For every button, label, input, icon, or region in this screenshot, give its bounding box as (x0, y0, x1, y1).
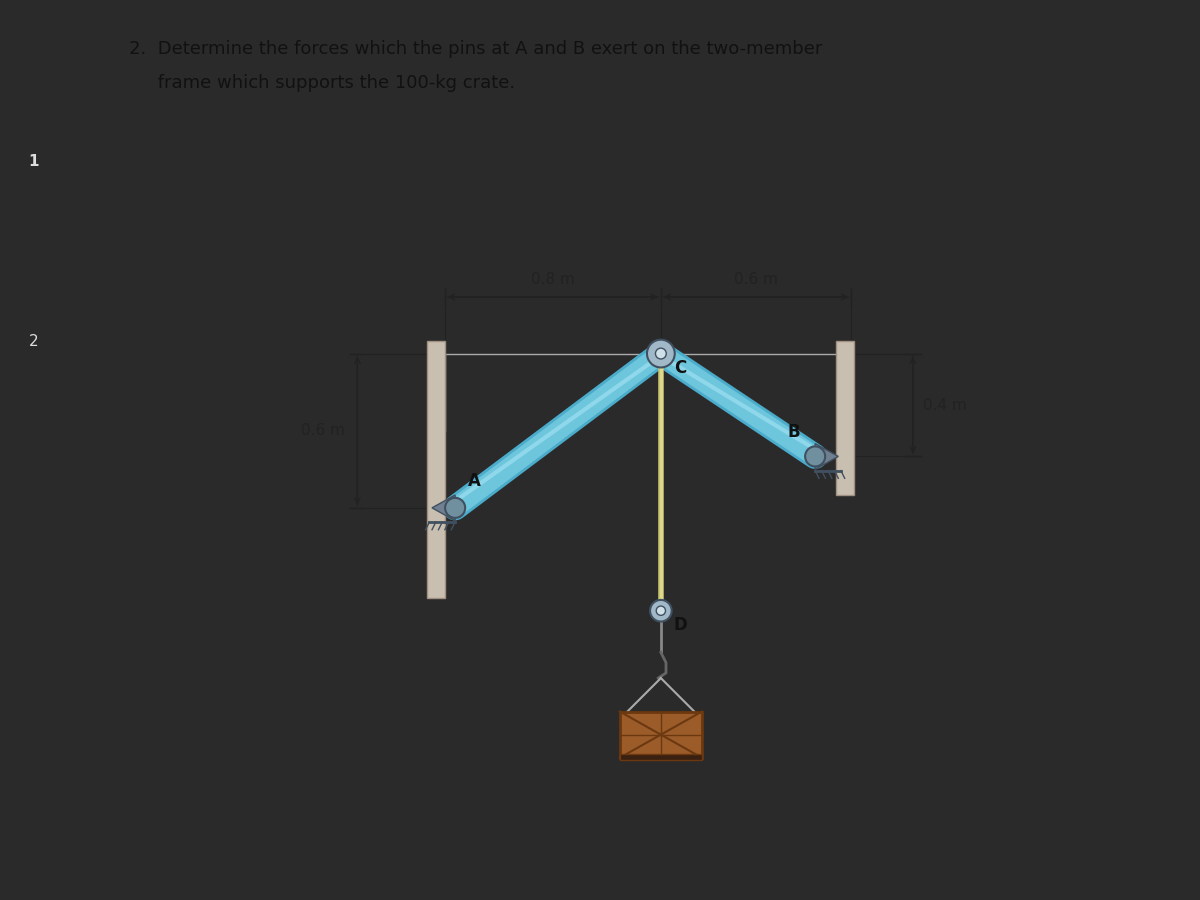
Circle shape (647, 339, 674, 367)
Text: B: B (787, 423, 799, 441)
Bar (835, 341, 853, 495)
Bar (619, 712, 702, 758)
Text: 2.  Determine the forces which the pins at A and B exert on the two-member: 2. Determine the forces which the pins a… (130, 40, 822, 58)
Text: 0.4 m: 0.4 m (923, 398, 967, 412)
Text: D: D (673, 616, 688, 634)
Circle shape (650, 600, 672, 622)
Text: 0.8 m: 0.8 m (530, 272, 575, 287)
Text: 2: 2 (29, 335, 38, 349)
Text: 0.6 m: 0.6 m (300, 423, 344, 438)
Circle shape (805, 446, 826, 466)
Bar (619, 754, 702, 760)
Text: 0.6 m: 0.6 m (734, 272, 778, 287)
Circle shape (655, 348, 666, 359)
Circle shape (656, 606, 666, 616)
Circle shape (445, 498, 466, 518)
Polygon shape (432, 495, 455, 521)
Bar (427, 341, 445, 598)
Polygon shape (815, 444, 839, 469)
Text: A: A (468, 472, 481, 490)
Text: frame which supports the 100-kg crate.: frame which supports the 100-kg crate. (130, 75, 515, 93)
Text: C: C (673, 359, 686, 377)
Text: 1: 1 (29, 155, 38, 169)
